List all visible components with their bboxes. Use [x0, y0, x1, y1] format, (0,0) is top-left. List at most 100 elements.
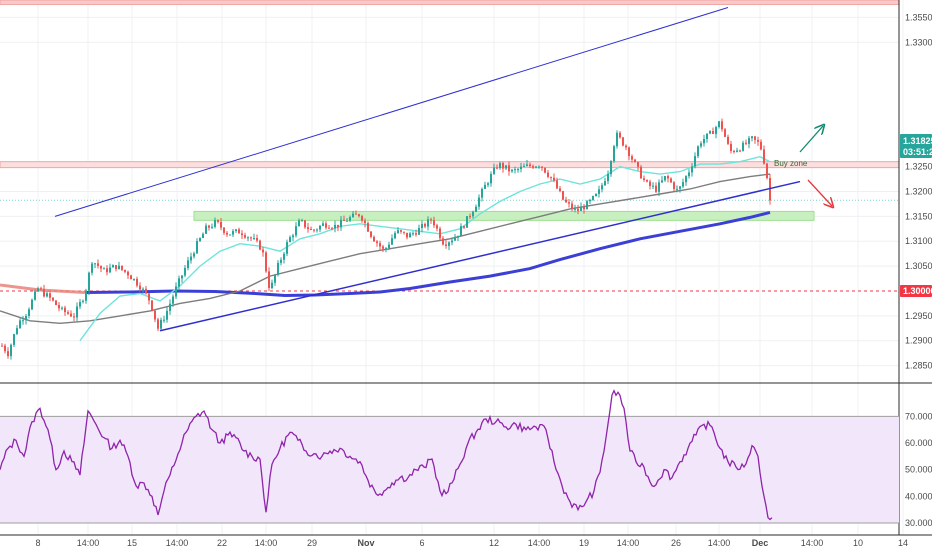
- candle-body: [79, 301, 81, 307]
- price-axis[interactable]: 1.35500 1.33000 1.32500 1.32000 1.31500 1.310…: [905, 12, 932, 370]
- candle-body: [553, 177, 555, 181]
- candle-body: [184, 267, 186, 276]
- candle-body: [583, 206, 585, 210]
- candle-body: [568, 202, 570, 204]
- candle-body: [442, 238, 444, 245]
- candle-body: [403, 231, 405, 233]
- candle-body: [160, 319, 162, 329]
- candle-body: [97, 263, 99, 266]
- rsi-tick-label: 70.0000: [905, 411, 932, 421]
- candle-body: [391, 238, 393, 245]
- candle-body: [736, 150, 738, 152]
- time-axis[interactable]: 8 14:00 15 14:00 22 14:00 29 Nov 6 12 14:00 19 14:00…: [35, 538, 908, 548]
- candle-body: [625, 145, 627, 148]
- candle-body: [514, 169, 516, 171]
- candle-body: [742, 142, 744, 151]
- candle-body: [628, 147, 630, 157]
- candle-body: [157, 319, 159, 329]
- candle-body: [76, 306, 78, 318]
- trendlines-layer[interactable]: [54, 6, 801, 332]
- candle-body: [703, 138, 705, 144]
- candle-body: [289, 237, 291, 243]
- candle-body: [691, 166, 693, 173]
- candle-body: [394, 232, 396, 239]
- candle-body: [361, 216, 363, 221]
- candle-body: [565, 199, 567, 203]
- candle-body: [496, 167, 498, 169]
- candle-body: [274, 274, 276, 283]
- candle-body: [229, 234, 231, 236]
- candle-body: [319, 225, 321, 230]
- candle-body: [310, 229, 312, 231]
- candle-body: [94, 263, 96, 265]
- candle-body: [343, 219, 345, 221]
- candle-body: [652, 185, 654, 187]
- candle-body: [217, 220, 219, 222]
- candle-body: [538, 166, 540, 168]
- candle-body: [337, 224, 339, 228]
- candle-body: [685, 176, 687, 183]
- candle-body: [706, 133, 708, 139]
- candle-body: [508, 165, 510, 172]
- candle-body: [118, 265, 120, 270]
- candle-body: [82, 300, 84, 302]
- candle-body: [517, 169, 519, 171]
- candle-body: [259, 240, 261, 250]
- time-tick-label: 14:00: [617, 538, 640, 548]
- candle-body: [745, 142, 747, 144]
- candle-body: [205, 225, 207, 234]
- candle-body: [712, 130, 714, 134]
- candle-body: [85, 290, 87, 301]
- candle-body: [292, 235, 294, 238]
- candle-body: [169, 303, 171, 311]
- candle-body: [280, 259, 282, 263]
- candle-body: [247, 237, 249, 239]
- candle-body: [46, 293, 48, 297]
- candle-body: [277, 262, 279, 275]
- candle-body: [70, 313, 72, 317]
- candle-body: [547, 172, 549, 177]
- rsi-line: [0, 389, 773, 521]
- candle-body: [223, 227, 225, 233]
- candle-body: [670, 178, 672, 183]
- candle-body: [262, 249, 264, 253]
- candle-body: [601, 185, 603, 190]
- candle-body: [133, 278, 135, 280]
- candle-body: [382, 246, 384, 249]
- candle-body: [730, 143, 732, 151]
- time-tick-label: 22: [217, 538, 227, 548]
- candle-body: [724, 129, 726, 137]
- candle-body: [469, 216, 471, 218]
- rsi-axis[interactable]: 70.0000 60.0000 50.0000 40.0000 30.0000: [905, 411, 932, 528]
- time-tick-label: 14:00: [77, 538, 100, 548]
- candle-body: [64, 307, 66, 313]
- rsi-tick-label: 40.0000: [905, 491, 932, 501]
- candle-body: [664, 176, 666, 181]
- candle-body: [532, 166, 534, 168]
- candle-body: [433, 220, 435, 226]
- candle-body: [607, 174, 609, 182]
- candle-body: [226, 232, 228, 235]
- time-tick-label: 8: [35, 538, 40, 548]
- candle-body: [571, 203, 573, 210]
- candle-body: [484, 184, 486, 189]
- candle-body: [340, 219, 342, 228]
- rsi-band: [0, 416, 899, 523]
- candle-body: [613, 146, 615, 162]
- candle-body: [115, 265, 117, 270]
- candle-body: [448, 242, 450, 246]
- candle-body: [661, 180, 663, 183]
- candle-body: [418, 228, 420, 235]
- candle-body: [193, 253, 195, 257]
- candle-body: [385, 248, 387, 250]
- candle-body: [148, 293, 150, 301]
- candle-body: [181, 275, 183, 279]
- candle-body: [556, 180, 558, 189]
- candle-body: [523, 166, 525, 168]
- candle-body: [727, 136, 729, 144]
- candle-body: [463, 226, 465, 228]
- candle-body: [682, 182, 684, 187]
- candle-body: [535, 166, 537, 168]
- arrows-layer: [799, 126, 832, 206]
